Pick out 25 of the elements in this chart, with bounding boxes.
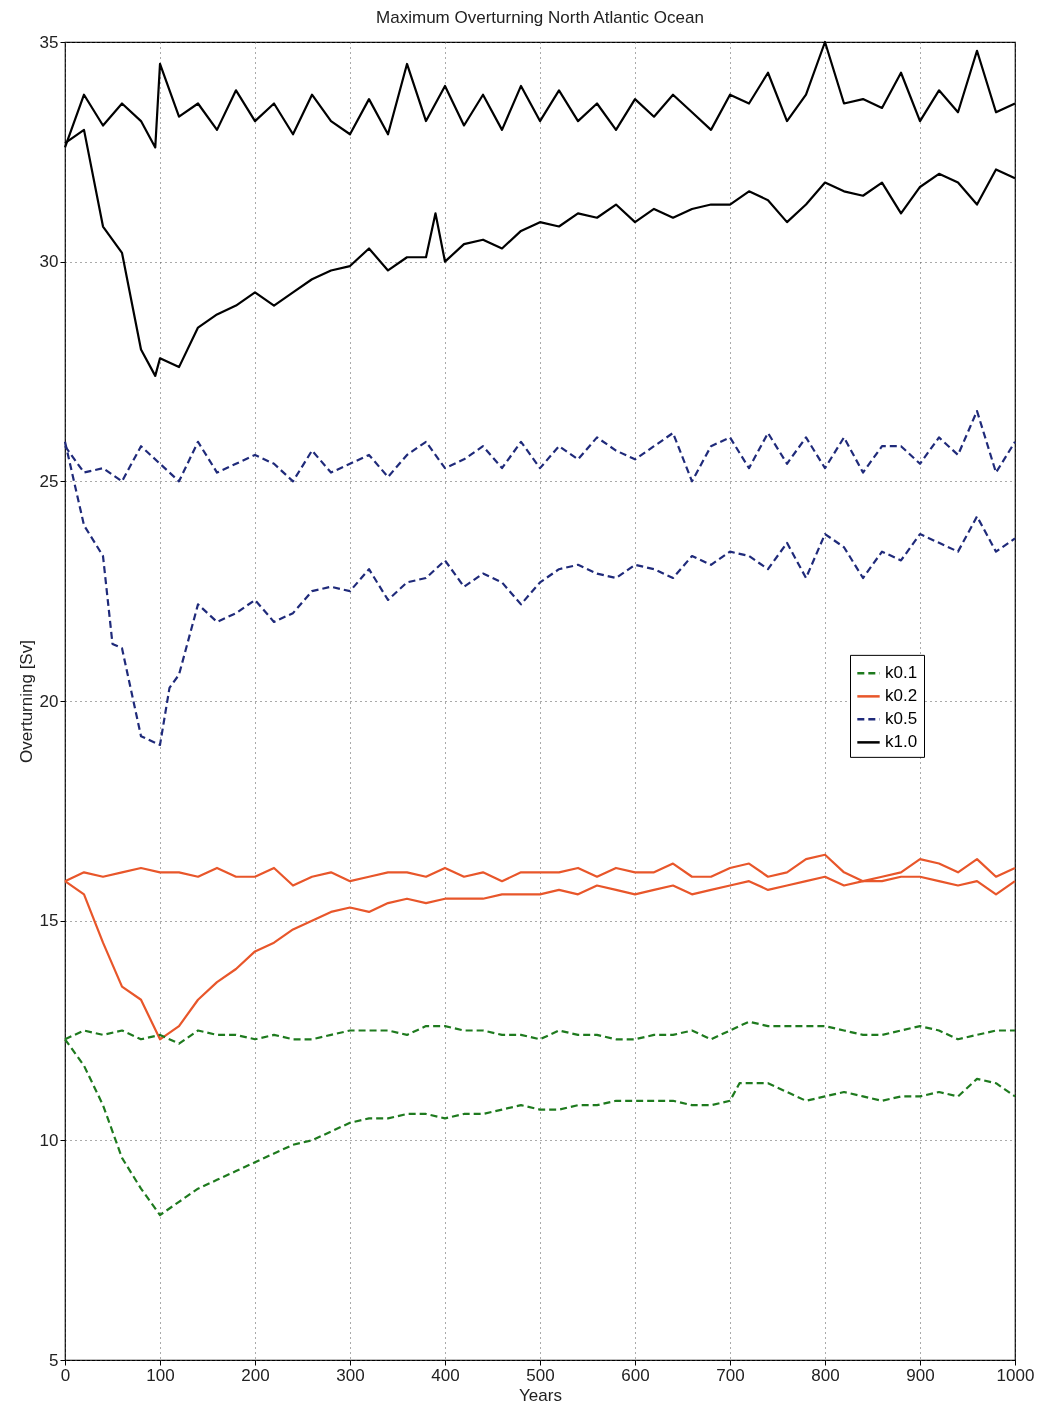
y-tick-label: 10 (39, 1130, 59, 1150)
y-axis-title: Overturning [Sv] (16, 640, 36, 763)
legend-label: k0.2 (885, 686, 918, 706)
x-tick-label: 600 (621, 1365, 650, 1385)
x-tick-label: 800 (811, 1365, 840, 1385)
y-tick-label: 5 (49, 1350, 59, 1370)
legend-label: k0.5 (885, 709, 918, 729)
y-tick-label: 15 (39, 911, 59, 931)
x-tick-label: 500 (526, 1365, 555, 1385)
x-tick-label: 200 (241, 1365, 270, 1385)
legend-label: k1.0 (885, 732, 918, 752)
y-tick-label: 25 (39, 471, 59, 491)
x-axis-title: Years (519, 1385, 562, 1405)
x-tick-label: 700 (716, 1365, 745, 1385)
legend-label: k0.1 (885, 663, 918, 683)
x-tick-label: 400 (431, 1365, 460, 1385)
y-tick-label: 20 (39, 691, 59, 711)
chart-title: Maximum Overturning North Atlantic Ocean (376, 8, 704, 27)
x-tick-label: 1000 (996, 1365, 1035, 1385)
x-tick-label: 900 (906, 1365, 935, 1385)
y-tick-label: 30 (39, 252, 59, 272)
x-tick-label: 300 (336, 1365, 365, 1385)
x-tick-label: 0 (60, 1365, 71, 1385)
x-tick-label: 100 (146, 1365, 175, 1385)
y-tick-label: 35 (39, 32, 59, 52)
